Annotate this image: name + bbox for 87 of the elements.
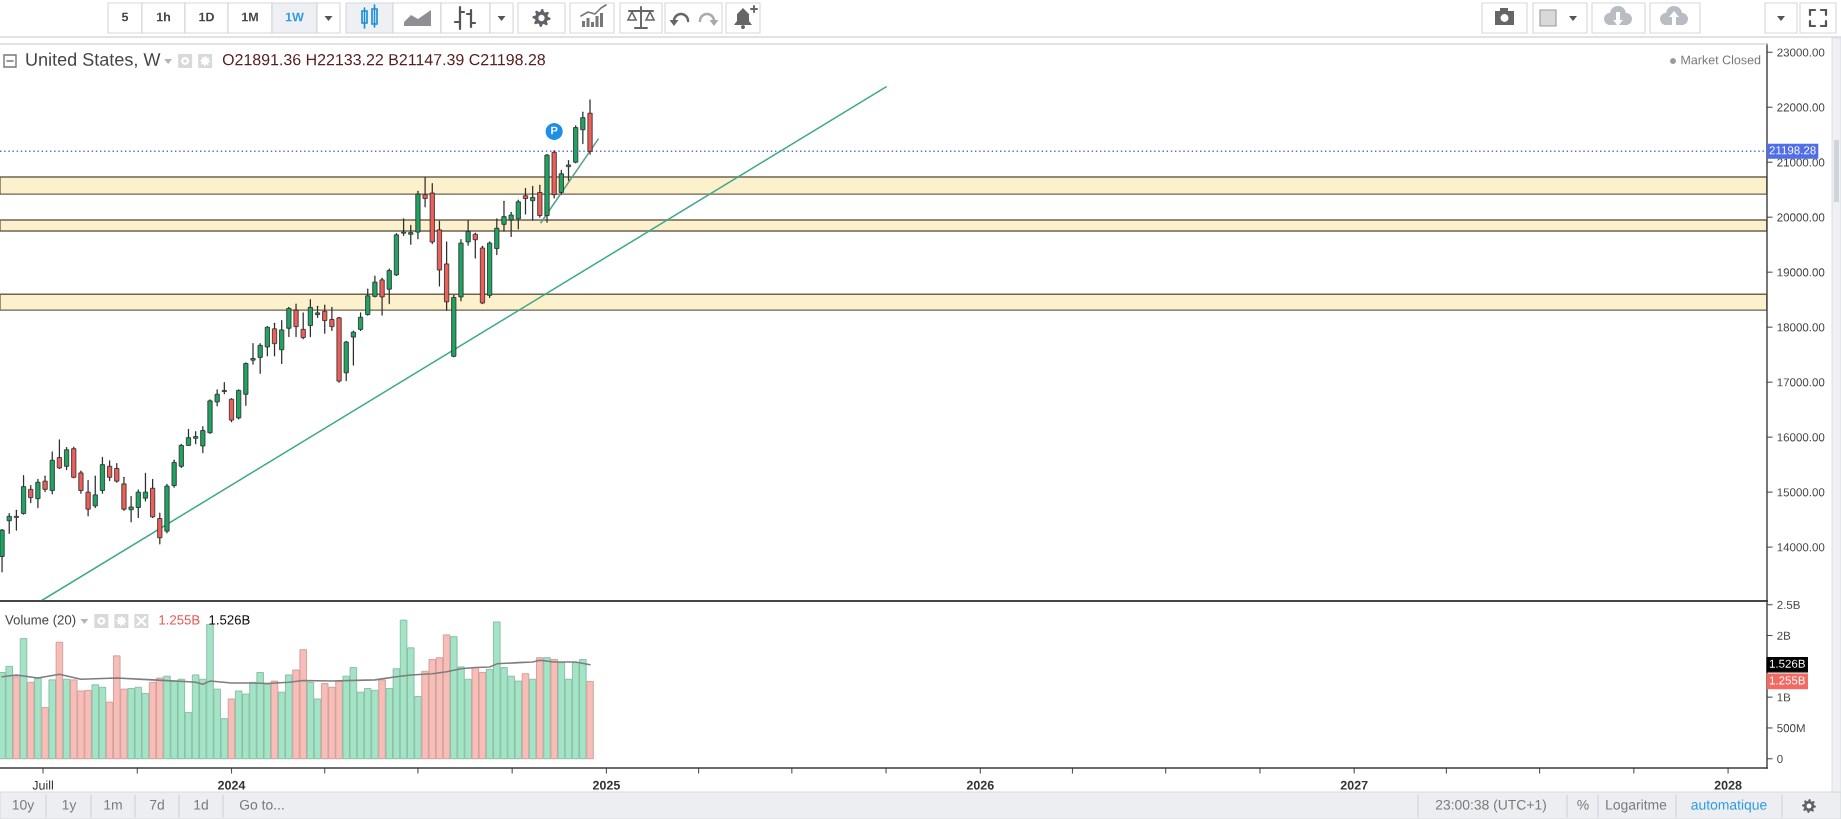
text: 1m [104,800,122,810]
y-tick-label: 15000.00 [1777,488,1825,497]
annotation: 1.255B [1769,676,1805,685]
y-tick-label: 19000.00 [1777,268,1825,277]
x-tick-label: 2026 [966,780,994,790]
x-tick-label: 2024 [218,780,246,790]
text: automatique [1691,799,1767,813]
candlestick [530,185,536,221]
candlestick [279,319,285,365]
bar [586,681,594,760]
y-tick-label: 14000.00 [1777,543,1825,552]
text: 23:00:38 (UTC+1) [1435,799,1546,813]
text: 7d [149,799,164,810]
text: 10y [12,799,35,813]
text: 1W [285,12,304,22]
candlestick [558,169,564,195]
y-tick-label: 500M [1777,724,1805,733]
annotation: P [551,126,558,135]
y-tick-label: 1B [1777,693,1791,702]
y-tick-label: 0 [1777,754,1783,764]
candlestick [228,398,235,423]
candlestick [257,343,263,374]
bar [378,679,386,760]
candlestick [13,509,19,531]
candlestick [250,343,256,365]
bar [62,678,71,760]
text: % [1577,799,1589,810]
y-tick-label: 20000.00 [1777,213,1825,222]
y-tick-label: 2.5B [1777,600,1800,609]
y-tick-label: 22000.00 [1777,103,1825,112]
x-tick-label: Juill [32,780,53,790]
candlestick [522,187,529,215]
bar [270,680,279,760]
bar [34,677,42,760]
chart-subtitle: O21891.36 H22133.22 B21147.39 C21198.28 [222,53,546,66]
bar [55,641,64,760]
bar [528,678,537,760]
y-tick-label: 2B [1777,631,1791,640]
line-series [1,659,591,685]
x-tick-label: 2025 [592,780,620,790]
chart-title: United States, W [26,52,161,68]
annotation: Market Closed [1681,55,1761,65]
text: 1h [156,12,171,22]
bar [48,679,56,760]
annotation: 1.526B [209,615,250,625]
candlestick [271,322,278,357]
text: 1D [199,12,214,22]
candlestick [64,446,70,471]
text: Go to... [239,799,284,810]
candlestick [6,512,12,534]
text: 1d [194,799,208,810]
candlestick [178,443,184,469]
candlestick [56,439,62,470]
y-tick-label: 18000.00 [1777,323,1825,332]
candlestick [142,472,149,502]
candlestick [350,330,356,366]
bar [550,659,558,760]
candlestick [494,218,500,256]
candlestick [264,325,270,357]
y-tick-label: 21000.00 [1777,158,1825,167]
bar [521,673,530,760]
text: 5 [121,12,129,22]
candlestick [107,460,113,482]
bar [12,676,21,760]
bar [536,657,544,760]
x-tick-label: 2027 [1340,780,1368,790]
annotation: 1.255B [159,615,200,625]
annotation: 1.526B [1769,659,1805,668]
x-tick-label: 2028 [1714,780,1742,790]
y-tick-label: 23000.00 [1777,48,1825,57]
candlestick [114,462,120,483]
text: 1M [242,12,258,22]
candlestick [515,199,521,230]
y-tick-label: 16000.00 [1777,433,1825,442]
candlestick [300,312,306,340]
candlestick [565,159,572,181]
bar [27,681,35,760]
candlestick [307,299,313,338]
text: 1y [62,800,77,813]
ref-line-label: 21198.28 [1769,146,1816,155]
bar [543,657,551,760]
bar [41,707,49,760]
text: Logaritme [1606,799,1667,813]
y-tick-label: 17000.00 [1777,378,1825,387]
bar [227,698,236,760]
bar [19,638,28,760]
text: Volume (20) [5,614,76,628]
